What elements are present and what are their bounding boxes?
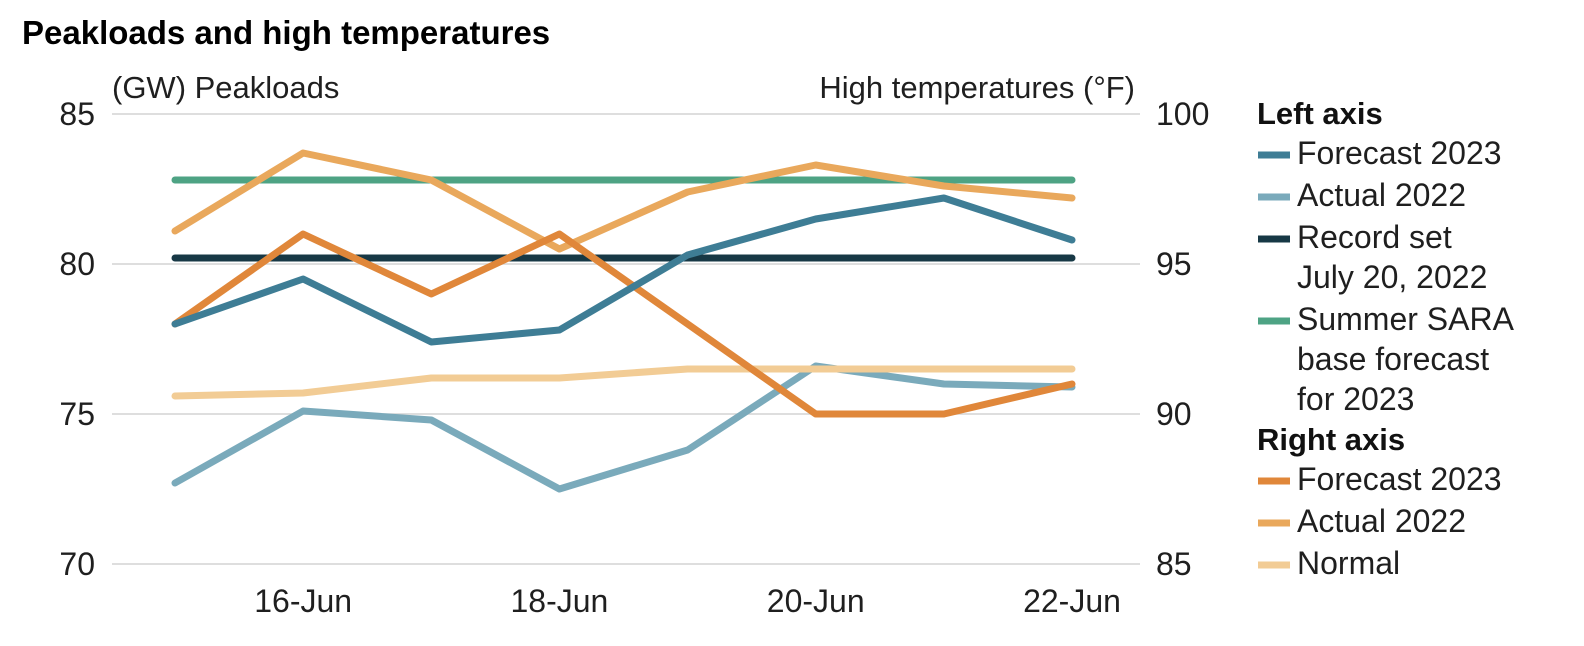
series-line-right-4 [171, 230, 1076, 418]
series-lines [171, 149, 1076, 493]
right-tick-label: 100 [1156, 96, 1209, 132]
x-tick-label: 16-Jun [254, 583, 352, 619]
chart-title: Peakloads and high temperatures [22, 14, 550, 51]
left-tick-label: 70 [59, 546, 95, 582]
series-line-left-1 [171, 362, 1076, 493]
x-axis-ticks: 16-Jun 18-Jun 20-Jun 22-Jun [254, 583, 1121, 619]
left-tick-label: 80 [59, 246, 95, 282]
x-tick-label: 18-Jun [511, 583, 609, 619]
legend-label: Normal [1297, 545, 1400, 581]
left-axis-label: (GW) Peakloads [112, 70, 339, 105]
right-tick-label: 85 [1156, 546, 1192, 582]
x-tick-label: 22-Jun [1023, 583, 1121, 619]
series-line-right-6 [171, 365, 1076, 400]
right-tick-label: 90 [1156, 396, 1192, 432]
legend: Left axis Forecast 2023 Actual 2022 Record … [1257, 96, 1515, 581]
legend-label: Forecast 2023 [1297, 135, 1502, 171]
series-line-right-5 [171, 149, 1076, 253]
series-line-left-0 [171, 194, 1076, 346]
legend-label: Actual 2022 [1297, 503, 1466, 539]
right-tick-label: 95 [1156, 246, 1192, 282]
left-axis-ticks: 70 75 80 85 [59, 96, 95, 582]
left-tick-label: 85 [59, 96, 95, 132]
x-tick-label: 20-Jun [767, 583, 865, 619]
legend-label: Forecast 2023 [1297, 461, 1502, 497]
right-axis-ticks: 85 90 95 100 [1156, 96, 1209, 582]
left-tick-label: 75 [59, 396, 95, 432]
legend-label: Actual 2022 [1297, 177, 1466, 213]
right-axis-label: High temperatures (°F) [819, 70, 1135, 105]
gridlines [112, 113, 1140, 565]
legend-label: Record set July 20, 2022 [1297, 219, 1487, 295]
legend-header: Right axis [1257, 422, 1405, 457]
legend-header: Left axis [1257, 96, 1383, 131]
legend-label: Summer SARA base forecast for 2023 [1297, 301, 1515, 417]
